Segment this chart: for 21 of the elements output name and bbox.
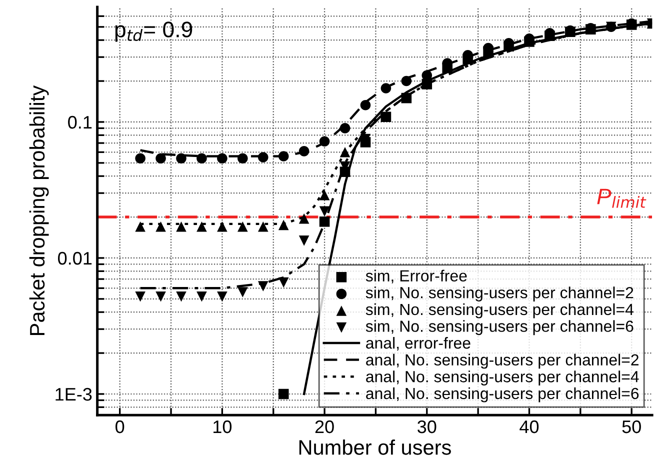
- ref-line-label: P$_{limit}$: [597, 188, 646, 208]
- x-tick-label: 50: [622, 420, 641, 434]
- legend-label: anal, No. sensing-users per channel=6: [366, 387, 639, 402]
- legend-label: sim, No. sensing-users per channel=6: [366, 320, 634, 336]
- x-tick-label: 40: [520, 420, 539, 434]
- x-tick-label: 0: [116, 420, 124, 434]
- x-tick-label: 30: [418, 420, 436, 434]
- y-tick-label: 0.1: [68, 116, 92, 129]
- legend-label: anal, No. sensing-users per channel=2: [366, 354, 639, 369]
- y-axis-title: Packet dropping probability: [29, 85, 49, 335]
- legend-label: sim, Error-free: [366, 270, 467, 284]
- y-tick-label: 0.01: [58, 252, 92, 265]
- legend-label: sim, No. sensing-users per channel=4: [366, 303, 634, 318]
- legend-label: anal, No. sensing-users per channel=4: [366, 370, 639, 386]
- annotation: p$_{td}$= 0.9: [115, 22, 192, 42]
- x-tick-label: 20: [315, 420, 334, 434]
- legend-label: anal, error-free: [366, 336, 470, 351]
- y-tick-label: 1E-3: [56, 388, 92, 401]
- x-axis-title: Number of users: [299, 440, 451, 455]
- x-tick-label: 10: [214, 420, 232, 434]
- legend-label: sim, No. sensing-users per channel=2: [366, 286, 634, 302]
